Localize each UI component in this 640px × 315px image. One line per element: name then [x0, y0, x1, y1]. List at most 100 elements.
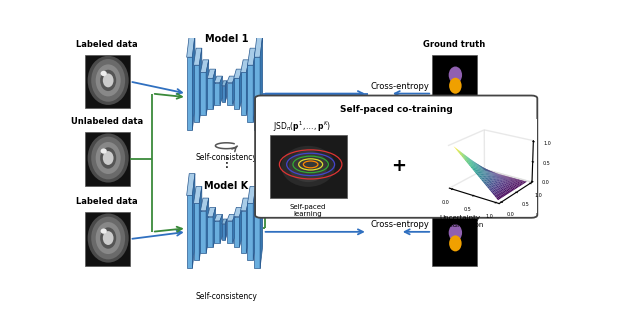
Ellipse shape — [95, 64, 121, 96]
Ellipse shape — [289, 151, 328, 182]
Polygon shape — [241, 60, 249, 72]
Polygon shape — [227, 76, 235, 83]
Polygon shape — [253, 48, 256, 122]
Text: Uncertainty
regularization: Uncertainty regularization — [436, 215, 484, 228]
Ellipse shape — [449, 224, 462, 241]
Polygon shape — [254, 195, 260, 268]
Ellipse shape — [103, 151, 113, 165]
Polygon shape — [193, 35, 195, 130]
Polygon shape — [260, 174, 262, 268]
Polygon shape — [246, 60, 249, 115]
Polygon shape — [254, 57, 260, 130]
Bar — [432, 55, 477, 108]
Polygon shape — [241, 198, 249, 211]
Polygon shape — [193, 186, 202, 203]
Polygon shape — [253, 186, 256, 260]
Polygon shape — [213, 207, 216, 247]
Polygon shape — [254, 35, 262, 57]
Polygon shape — [193, 203, 199, 260]
Text: +: + — [392, 158, 406, 175]
Polygon shape — [248, 203, 253, 260]
Text: Unlabeled data: Unlabeled data — [71, 117, 143, 126]
Polygon shape — [241, 211, 246, 253]
Polygon shape — [206, 198, 209, 253]
Polygon shape — [200, 211, 206, 253]
Ellipse shape — [103, 73, 113, 87]
Ellipse shape — [100, 147, 116, 169]
Polygon shape — [214, 215, 223, 221]
Ellipse shape — [95, 222, 121, 254]
Polygon shape — [200, 72, 206, 115]
Bar — [85, 132, 130, 186]
Polygon shape — [246, 198, 249, 253]
Polygon shape — [232, 215, 235, 243]
Bar — [85, 212, 130, 266]
Text: Ground truth: Ground truth — [423, 40, 486, 49]
Polygon shape — [225, 219, 227, 240]
Polygon shape — [220, 215, 223, 243]
Ellipse shape — [100, 71, 107, 76]
Polygon shape — [214, 76, 223, 83]
Ellipse shape — [449, 66, 462, 83]
Polygon shape — [260, 35, 262, 130]
Polygon shape — [193, 174, 195, 268]
Polygon shape — [248, 65, 253, 122]
FancyBboxPatch shape — [255, 95, 538, 218]
Text: Self-paced co-training: Self-paced co-training — [340, 105, 452, 114]
Polygon shape — [225, 81, 227, 102]
Polygon shape — [187, 35, 195, 57]
Polygon shape — [207, 69, 216, 78]
Text: Model 1: Model 1 — [205, 34, 248, 44]
Polygon shape — [220, 76, 223, 105]
Polygon shape — [206, 60, 209, 115]
Polygon shape — [234, 216, 239, 247]
Ellipse shape — [100, 148, 107, 154]
Text: $\mathrm{JSD}_{\pi}(\mathbf{p}^1, \ldots, \mathbf{p}^K)$: $\mathrm{JSD}_{\pi}(\mathbf{p}^1, \ldots… — [273, 119, 332, 134]
Ellipse shape — [88, 214, 129, 263]
Text: Labeled data: Labeled data — [76, 40, 138, 49]
Polygon shape — [227, 221, 232, 243]
Polygon shape — [213, 69, 216, 109]
Ellipse shape — [449, 235, 461, 251]
Ellipse shape — [100, 227, 116, 249]
Polygon shape — [193, 48, 202, 65]
Polygon shape — [248, 48, 256, 65]
Polygon shape — [214, 83, 220, 105]
Ellipse shape — [100, 70, 116, 91]
Ellipse shape — [281, 146, 335, 187]
Polygon shape — [234, 78, 239, 109]
Polygon shape — [207, 216, 213, 247]
Text: Model K: Model K — [204, 180, 248, 191]
Polygon shape — [199, 48, 202, 122]
Polygon shape — [227, 215, 235, 221]
Polygon shape — [232, 76, 235, 105]
Ellipse shape — [88, 134, 129, 183]
Polygon shape — [207, 207, 216, 216]
Polygon shape — [241, 72, 246, 115]
Ellipse shape — [92, 217, 125, 259]
Ellipse shape — [92, 59, 125, 102]
Polygon shape — [200, 198, 209, 211]
Polygon shape — [222, 81, 227, 86]
Polygon shape — [187, 195, 193, 268]
Ellipse shape — [92, 137, 125, 179]
Text: Ground truth: Ground truth — [423, 198, 486, 206]
Polygon shape — [200, 60, 209, 72]
Polygon shape — [227, 83, 232, 105]
Polygon shape — [187, 57, 193, 130]
Bar — [85, 55, 130, 108]
Text: Cross-entropy: Cross-entropy — [370, 82, 429, 91]
Polygon shape — [222, 219, 227, 224]
Ellipse shape — [103, 231, 113, 245]
Polygon shape — [239, 69, 242, 109]
Polygon shape — [234, 207, 242, 216]
Bar — [269, 135, 347, 198]
Text: Self-consistency: Self-consistency — [195, 292, 257, 301]
Text: Self-paced
learning: Self-paced learning — [290, 204, 326, 217]
Polygon shape — [222, 224, 225, 240]
Ellipse shape — [449, 78, 461, 94]
Polygon shape — [193, 65, 199, 122]
Polygon shape — [187, 174, 195, 195]
Text: Labeled data: Labeled data — [76, 198, 138, 206]
Polygon shape — [239, 207, 242, 247]
